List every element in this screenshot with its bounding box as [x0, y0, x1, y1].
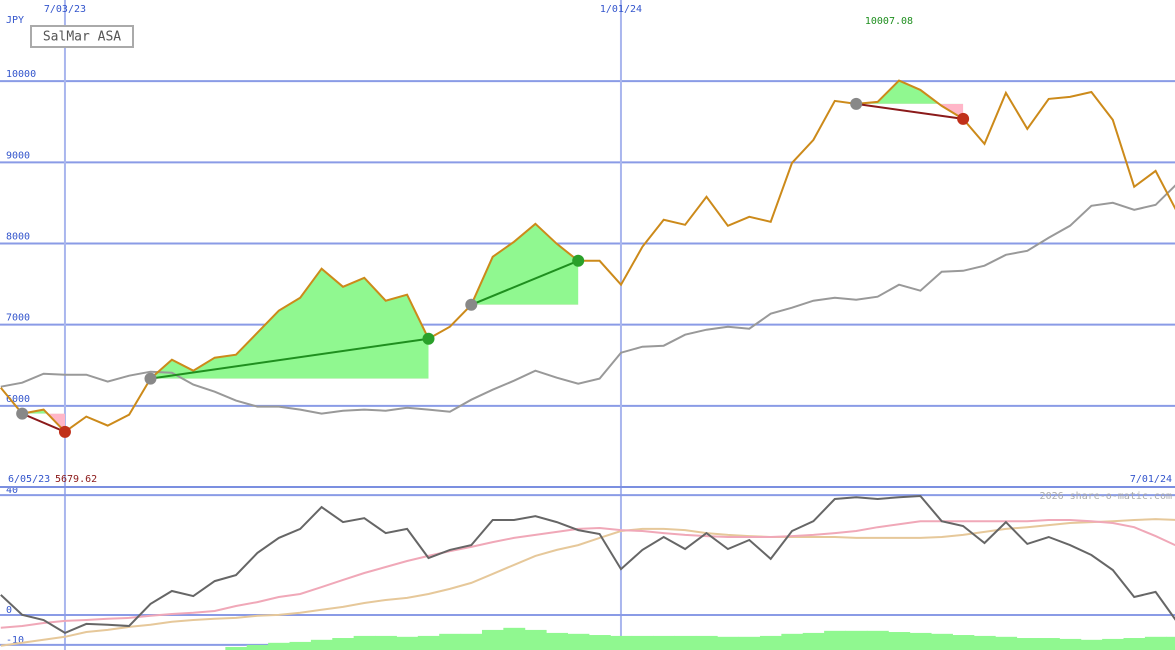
- bar: [1016, 638, 1039, 650]
- series-line: [0, 79, 1175, 434]
- bar: [268, 642, 290, 650]
- bar: [695, 635, 718, 650]
- bar: [759, 635, 782, 650]
- trade-loss-area: [471, 304, 579, 305]
- bar: [1123, 638, 1146, 650]
- bar: [1037, 638, 1060, 650]
- y-tick-label: 0: [6, 605, 12, 616]
- trade-line: [856, 102, 964, 120]
- bar: [481, 629, 504, 650]
- trade-exit: [58, 425, 71, 438]
- bar: [396, 636, 419, 650]
- bar: [310, 639, 333, 650]
- y-tick-label: 7000: [6, 313, 30, 324]
- bar: [824, 630, 847, 650]
- series-line: [0, 184, 1175, 415]
- y-tick-label: 8000: [6, 232, 30, 243]
- trade-entry: [144, 372, 157, 385]
- y-tick-label: 9000: [6, 150, 30, 161]
- bar: [802, 632, 825, 650]
- bar: [1144, 636, 1167, 650]
- bar: [588, 635, 611, 650]
- bar: [888, 632, 911, 650]
- bar: [460, 633, 483, 650]
- lower-panel: [0, 494, 1175, 650]
- y-tick-label: 40: [6, 485, 18, 496]
- trade-exit: [572, 254, 585, 267]
- y-axis-label: JPY: [6, 15, 24, 26]
- title-box: [30, 25, 134, 48]
- y-tick-label: -10: [6, 635, 24, 646]
- bar: [866, 630, 889, 650]
- bar: [417, 635, 440, 650]
- bar: [909, 632, 932, 650]
- series-line: [0, 518, 1175, 647]
- bar: [1080, 639, 1103, 650]
- series-layer: [0, 79, 1175, 434]
- bar: [1102, 638, 1125, 650]
- trade-line: [150, 337, 429, 380]
- bar: [845, 630, 868, 650]
- bar: [503, 627, 526, 650]
- bar: [1059, 638, 1082, 650]
- trade-exit: [422, 332, 435, 345]
- trade-layer: [16, 97, 970, 438]
- bar: [1166, 636, 1175, 650]
- bar: [973, 635, 996, 650]
- trade-entry: [16, 407, 29, 420]
- y-tick-label: 6000: [6, 394, 30, 405]
- bar: [546, 632, 569, 650]
- bar: [653, 635, 675, 650]
- bar: [995, 636, 1018, 650]
- bar: [567, 633, 590, 650]
- trade-exit: [957, 112, 970, 125]
- bar: [674, 635, 697, 650]
- trade-loss-area: [856, 103, 964, 119]
- trade-line: [470, 259, 579, 306]
- high-label: 10007.08: [865, 16, 913, 27]
- bar: [289, 641, 312, 650]
- trade-entry: [850, 97, 863, 110]
- bar: [375, 635, 397, 650]
- x-tick-label: 1/01/24: [600, 4, 642, 15]
- x-tick-label: 7/03/23: [44, 4, 86, 15]
- bar: [781, 633, 804, 650]
- bar: [246, 644, 269, 650]
- bar: [738, 636, 761, 650]
- series-line: [0, 494, 1175, 635]
- trade-gain-area: [150, 268, 429, 379]
- range-start: 6/05/23: [8, 474, 50, 485]
- series-line: [0, 519, 1175, 629]
- low-label: 5679.62: [55, 474, 97, 485]
- bar: [717, 636, 740, 650]
- bar: [631, 635, 654, 650]
- bar: [439, 633, 462, 650]
- trade-gain-area: [22, 409, 65, 414]
- chart-title: SalMar ASA: [43, 30, 121, 45]
- bar: [610, 635, 633, 650]
- y-tick-label: 10000: [6, 69, 36, 80]
- trade-gain-area: [856, 80, 940, 104]
- bar: [225, 647, 248, 650]
- bar: [332, 638, 355, 650]
- bar: [931, 633, 953, 650]
- bar: [524, 629, 547, 650]
- bar: [952, 635, 975, 650]
- trade-line: [21, 412, 66, 433]
- bar: [353, 635, 376, 650]
- watermark: 2026 share-o-matic.com: [1040, 491, 1172, 502]
- trade-entry: [465, 298, 478, 311]
- trade-gain-area: [471, 223, 579, 305]
- range-end: 7/01/24: [1130, 474, 1172, 485]
